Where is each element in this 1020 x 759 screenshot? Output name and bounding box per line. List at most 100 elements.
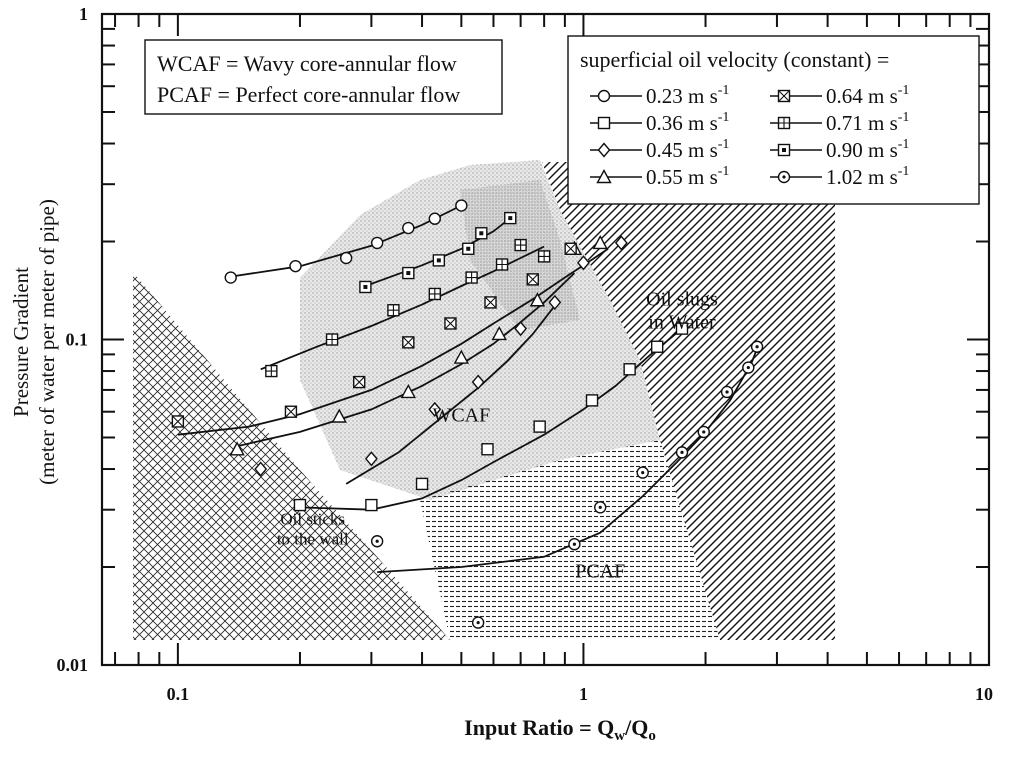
x-axis-title-main: Input Ratio = Q — [464, 715, 614, 740]
definitions-box: WCAF = Wavy core-annular flow PCAF = Per… — [144, 39, 503, 115]
legend-label: 0.23 m s-1 — [646, 83, 729, 108]
legend-label: 1.02 m s-1 — [826, 164, 909, 189]
data-point-square-plus-plus — [429, 288, 441, 300]
legend-marker-square — [597, 116, 611, 130]
legend-marker-square-dot-dot — [782, 148, 786, 152]
data-point-circle-dot-dot — [598, 505, 602, 509]
fit-curve-fit-0.55 — [236, 272, 576, 448]
data-point-circle-dot-dot — [680, 450, 684, 454]
data-point-square-x-cross — [526, 273, 539, 286]
data-point-circle — [455, 199, 468, 212]
legend-label: 0.55 m s-1 — [646, 164, 729, 189]
legend-label-exp: -1 — [898, 164, 910, 179]
x-axis-title-sub-o: o — [648, 728, 656, 744]
legend-label: 0.71 m s-1 — [826, 110, 909, 135]
data-point-square-x-cross — [402, 336, 415, 349]
legend-label-text: 0.55 m s — [646, 165, 718, 189]
data-point-diamond — [548, 294, 562, 310]
data-point-square-plus-plus — [326, 334, 338, 345]
data-point-circle — [224, 271, 237, 284]
data-point-square — [293, 498, 307, 512]
legend-label-exp: -1 — [718, 83, 730, 98]
legend-marker-circle — [597, 89, 611, 103]
data-point-square-plus-plus — [265, 365, 277, 377]
region-label-PCAF: PCAF — [575, 560, 625, 582]
region-label-oil-sticks: to the wall — [277, 530, 349, 549]
data-point-diamond — [254, 461, 268, 477]
data-point-circle-dot-dot — [746, 365, 750, 370]
data-point-circle-dot-dot — [755, 345, 759, 349]
legend-label: 0.36 m s-1 — [646, 110, 729, 135]
legend-label: 0.64 m s-1 — [826, 83, 909, 108]
data-point-diamond — [364, 451, 378, 467]
data-point-square-plus-plus — [466, 272, 478, 284]
y-tick-label: 1 — [79, 4, 88, 24]
legend-label-exp: -1 — [898, 83, 910, 98]
data-point-square-dot-dot — [479, 231, 484, 236]
data-point-circle — [402, 221, 415, 235]
legend-label-exp: -1 — [898, 137, 910, 152]
data-point-square-plus-plus — [496, 258, 508, 270]
data-point-circle-dot-dot — [641, 471, 645, 475]
data-point-square-dot-dot — [406, 271, 411, 276]
data-point-diamond — [428, 401, 442, 417]
legend-label-text: 0.45 m s — [646, 138, 718, 162]
data-point-diamond — [577, 255, 590, 271]
note-line-1: WCAF = Wavy core-annular flow — [157, 51, 457, 76]
definitions-box-frame — [144, 39, 503, 115]
legend-label-text: 0.64 m s — [826, 84, 898, 108]
data-point-circle-dot-dot — [702, 430, 706, 434]
data-point-square-x-cross — [484, 296, 497, 309]
legend-label: 0.45 m s-1 — [646, 137, 729, 162]
legend-label-text: 1.02 m s — [826, 165, 898, 189]
fit-curve-fit-0.64 — [177, 248, 609, 436]
data-point-circle — [370, 236, 384, 250]
x-axis-title-sub-w: w — [614, 728, 625, 744]
data-point-square-x-cross — [353, 376, 366, 388]
y-axis-title-group: Pressure Gradient (meter of water per me… — [9, 199, 59, 485]
data-point-square — [623, 363, 636, 376]
data-markers — [171, 199, 764, 629]
data-point-diamond — [514, 321, 528, 337]
legend-marker-circle-dot-dot — [782, 175, 786, 179]
data-point-circle-dot-dot — [375, 539, 379, 543]
data-point-square-plus-plus — [538, 250, 550, 262]
data-point-triangle — [592, 234, 608, 250]
legend-label-text: 0.36 m s — [646, 111, 718, 135]
region-label-WCAF: WCAF — [432, 404, 490, 426]
legend-label-exp: -1 — [898, 110, 910, 125]
data-point-circle-dot-dot — [572, 542, 577, 546]
data-point-diamond — [614, 235, 628, 251]
data-point-triangle — [529, 292, 546, 307]
legend-title: superficial oil velocity (constant) = — [580, 47, 889, 72]
data-point-square-x-cross — [171, 415, 184, 428]
y-tick-label: 0.1 — [66, 330, 89, 350]
y-tick-label: 0.01 — [57, 655, 89, 675]
data-point-triangle — [491, 325, 507, 341]
data-point-triangle — [229, 441, 245, 456]
data-point-square-dot-dot — [508, 216, 513, 221]
data-point-square — [675, 322, 689, 335]
legend-marker-square-x-cross — [778, 90, 790, 102]
x-axis-title: Input Ratio = Qw/Qo — [464, 715, 656, 744]
y-axis-subtitle: (meter of water per meter of pipe) — [35, 199, 59, 485]
data-point-circle-dot-dot — [725, 390, 729, 394]
data-point-square — [415, 477, 429, 491]
legend-marker-diamond — [597, 142, 611, 158]
axis-tick-labels: 0.1 1 10 1 0.1 0.01 — [57, 4, 994, 704]
data-point-square — [365, 498, 378, 512]
legend-marker-triangle — [596, 169, 612, 184]
legend-frame — [567, 35, 980, 205]
legend-label-text: 0.23 m s — [646, 84, 718, 108]
region-label-oil-slugs: Oil slugs — [646, 289, 718, 311]
data-point-circle — [428, 212, 441, 225]
data-point-square-dot-dot — [363, 284, 368, 289]
data-point-square — [481, 443, 494, 456]
legend-marker-square-plus-plus — [778, 117, 790, 129]
data-point-square-plus-plus — [515, 239, 527, 251]
fit-curve-fit-1.02 — [377, 344, 760, 573]
data-point-square-dot-dot — [436, 258, 441, 263]
